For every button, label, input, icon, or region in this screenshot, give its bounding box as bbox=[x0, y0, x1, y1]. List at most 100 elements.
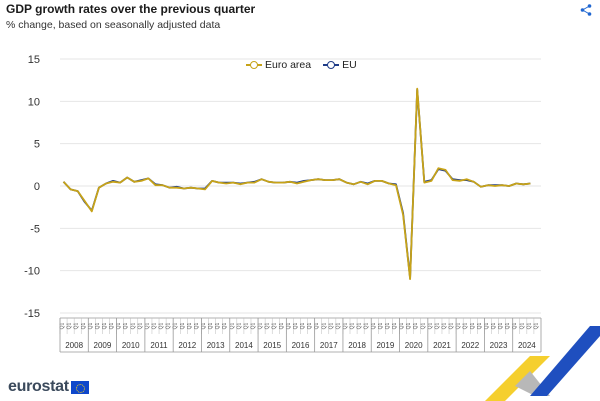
x-quarter-label: Q1 bbox=[328, 322, 334, 329]
x-quarter-label: Q1 bbox=[434, 322, 440, 329]
chart-title: GDP growth rates over the previous quart… bbox=[6, 2, 256, 16]
x-year-label: 2019 bbox=[376, 341, 394, 350]
x-quarter-label: Q1 bbox=[371, 322, 377, 329]
x-quarter-label: Q1 bbox=[350, 322, 356, 329]
x-year-label: 2024 bbox=[518, 341, 536, 350]
legend-label-euro-area: Euro area bbox=[265, 59, 312, 71]
x-quarter-label: Q1 bbox=[215, 322, 221, 329]
x-quarter-label: Q1 bbox=[279, 322, 285, 329]
x-quarter-label: Q1 bbox=[399, 322, 405, 329]
x-quarter-label: Q1 bbox=[74, 322, 80, 329]
x-quarter-label: Q1 bbox=[293, 322, 299, 329]
x-quarter-label: Q1 bbox=[335, 322, 341, 329]
share-icon[interactable] bbox=[580, 4, 592, 16]
x-quarter-label: Q1 bbox=[159, 322, 165, 329]
x-year-label: 2015 bbox=[263, 341, 281, 350]
x-quarter-label: Q1 bbox=[67, 322, 73, 329]
x-quarter-label: Q1 bbox=[243, 322, 249, 329]
x-year-label: 2011 bbox=[150, 341, 168, 350]
x-quarter-label: Q1 bbox=[208, 322, 214, 329]
x-quarter-label: Q1 bbox=[265, 322, 271, 329]
x-quarter-label: Q1 bbox=[526, 322, 532, 329]
x-quarter-label: Q1 bbox=[229, 322, 235, 329]
x-quarter-label: Q1 bbox=[95, 322, 101, 329]
x-quarter-label: Q1 bbox=[88, 322, 94, 329]
x-quarter-label: Q1 bbox=[342, 322, 348, 329]
x-quarter-label: Q1 bbox=[151, 322, 157, 329]
x-quarter-label: Q1 bbox=[364, 322, 370, 329]
x-quarter-label: Q1 bbox=[449, 322, 455, 329]
x-quarter-label: Q1 bbox=[442, 322, 448, 329]
x-quarter-label: Q1 bbox=[194, 322, 200, 329]
x-quarter-label: Q1 bbox=[201, 322, 207, 329]
x-quarter-label: Q1 bbox=[137, 322, 143, 329]
x-quarter-label: Q1 bbox=[109, 322, 115, 329]
x-quarter-label: Q1 bbox=[420, 322, 426, 329]
x-quarter-label: Q1 bbox=[357, 322, 363, 329]
x-year-label: 2021 bbox=[433, 341, 451, 350]
euro-area-swatch-icon bbox=[246, 60, 262, 70]
x-quarter-label: Q1 bbox=[130, 322, 136, 329]
x-year-label: 2013 bbox=[207, 341, 225, 350]
y-tick-label: -5 bbox=[30, 223, 40, 235]
y-tick-label: 10 bbox=[28, 96, 40, 108]
x-quarter-label: Q1 bbox=[166, 322, 172, 329]
x-quarter-label: Q1 bbox=[491, 322, 497, 329]
x-year-label: 2010 bbox=[122, 341, 140, 350]
x-quarter-label: Q1 bbox=[321, 322, 327, 329]
legend-item-euro-area[interactable]: Euro area bbox=[246, 59, 311, 71]
series-line-euro-area bbox=[62, 87, 531, 281]
x-quarter-label: Q1 bbox=[144, 322, 150, 329]
y-tick-label: -10 bbox=[24, 266, 40, 278]
x-year-label: 2022 bbox=[461, 341, 479, 350]
y-tick-label: 5 bbox=[34, 139, 40, 151]
y-tick-label: 0 bbox=[34, 181, 40, 193]
x-year-label: 2012 bbox=[178, 341, 196, 350]
x-year-label: 2017 bbox=[320, 341, 338, 350]
eu-flag-icon bbox=[70, 380, 89, 394]
x-quarter-label: Q1 bbox=[378, 322, 384, 329]
y-tick-label: -15 bbox=[24, 308, 40, 320]
y-tick-label: 15 bbox=[28, 54, 40, 66]
logo-text: eurostat bbox=[8, 378, 69, 395]
x-quarter-label: Q1 bbox=[470, 322, 476, 329]
x-quarter-label: Q1 bbox=[258, 322, 264, 329]
x-quarter-label: Q1 bbox=[123, 322, 129, 329]
x-year-label: 2016 bbox=[292, 341, 310, 350]
x-year-label: 2014 bbox=[235, 341, 253, 350]
x-year-label: 2023 bbox=[490, 341, 508, 350]
x-quarter-label: Q1 bbox=[102, 322, 108, 329]
x-quarter-label: Q1 bbox=[180, 322, 186, 329]
x-quarter-label: Q1 bbox=[300, 322, 306, 329]
x-quarter-label: Q1 bbox=[116, 322, 122, 329]
x-quarter-label: Q1 bbox=[533, 322, 539, 329]
x-quarter-label: Q1 bbox=[81, 322, 87, 329]
x-quarter-label: Q1 bbox=[286, 322, 292, 329]
legend-item-eu[interactable]: EU bbox=[323, 59, 357, 71]
x-quarter-label: Q1 bbox=[222, 322, 228, 329]
decorative-stripes bbox=[485, 326, 600, 401]
x-quarter-label: Q1 bbox=[272, 322, 278, 329]
x-quarter-label: Q1 bbox=[505, 322, 511, 329]
x-quarter-label: Q1 bbox=[236, 322, 242, 329]
x-quarter-label: Q1 bbox=[498, 322, 504, 329]
x-quarter-label: Q1 bbox=[427, 322, 433, 329]
x-quarter-label: Q1 bbox=[173, 322, 179, 329]
x-year-label: 2009 bbox=[94, 341, 112, 350]
x-quarter-label: Q1 bbox=[314, 322, 320, 329]
x-quarter-label: Q1 bbox=[60, 322, 66, 329]
x-quarter-label: Q1 bbox=[251, 322, 257, 329]
x-quarter-label: Q1 bbox=[413, 322, 419, 329]
x-quarter-label: Q1 bbox=[385, 322, 391, 329]
x-quarter-label: Q1 bbox=[187, 322, 193, 329]
x-quarter-label: Q1 bbox=[484, 322, 490, 329]
x-quarter-label: Q1 bbox=[477, 322, 483, 329]
x-quarter-label: Q1 bbox=[406, 322, 412, 329]
x-quarter-label: Q1 bbox=[463, 322, 469, 329]
x-year-label: 2008 bbox=[65, 341, 83, 350]
chart-legend: Euro area EU bbox=[246, 59, 357, 71]
legend-label-eu: EU bbox=[342, 59, 357, 71]
x-quarter-label: Q1 bbox=[512, 322, 518, 329]
x-quarter-label: Q1 bbox=[456, 322, 462, 329]
